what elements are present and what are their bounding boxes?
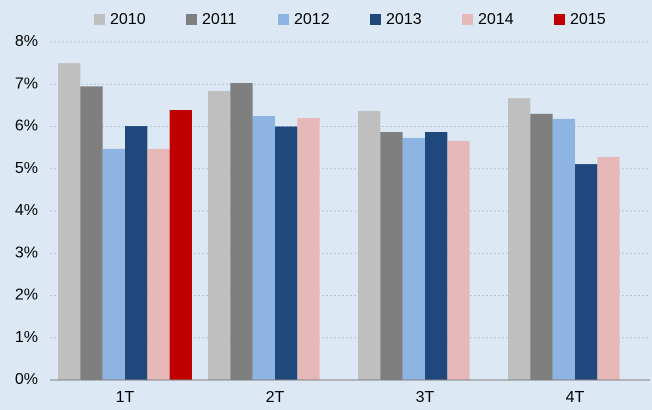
bar bbox=[125, 126, 148, 380]
y-tick-label: 2% bbox=[15, 287, 38, 304]
bar bbox=[252, 115, 275, 380]
y-tick-label: 1% bbox=[15, 329, 38, 346]
legend-label: 2014 bbox=[478, 11, 514, 28]
bar bbox=[447, 140, 470, 380]
bar bbox=[169, 110, 192, 381]
bar bbox=[358, 110, 381, 381]
legend-swatch bbox=[94, 14, 105, 25]
bar bbox=[575, 164, 598, 380]
bar bbox=[552, 118, 575, 381]
x-tick-label: 2T bbox=[266, 389, 285, 406]
bar bbox=[297, 118, 320, 381]
legend-swatch bbox=[186, 14, 197, 25]
bar bbox=[508, 98, 531, 380]
bar bbox=[208, 91, 231, 380]
legend-label: 2011 bbox=[202, 11, 237, 28]
legend-label: 2015 bbox=[570, 11, 606, 28]
y-tick-label: 7% bbox=[15, 75, 38, 92]
y-tick-label: 6% bbox=[15, 118, 38, 135]
bar bbox=[102, 148, 125, 380]
legend-label: 2013 bbox=[386, 11, 422, 28]
bar bbox=[425, 131, 448, 380]
legend-swatch bbox=[370, 14, 381, 25]
legend-label: 2010 bbox=[110, 11, 146, 28]
y-tick-label: 0% bbox=[15, 371, 38, 388]
bar bbox=[597, 156, 620, 380]
bar bbox=[80, 86, 103, 381]
legend-swatch bbox=[462, 14, 473, 25]
bar bbox=[402, 137, 425, 380]
bar bbox=[530, 113, 553, 380]
x-tick-label: 1T bbox=[116, 389, 135, 406]
bar bbox=[147, 148, 170, 380]
y-tick-label: 4% bbox=[15, 202, 38, 219]
y-tick-label: 8% bbox=[15, 33, 38, 50]
bar bbox=[230, 82, 253, 381]
y-tick-label: 3% bbox=[15, 244, 38, 261]
legend-label: 2012 bbox=[294, 11, 330, 28]
x-tick-label: 4T bbox=[566, 389, 585, 406]
y-tick-label: 5% bbox=[15, 160, 38, 177]
bar bbox=[380, 131, 403, 380]
legend-swatch bbox=[554, 14, 565, 25]
x-tick-label: 3T bbox=[416, 389, 435, 406]
bar bbox=[275, 126, 298, 380]
legend-swatch bbox=[278, 14, 289, 25]
bar bbox=[58, 63, 81, 380]
